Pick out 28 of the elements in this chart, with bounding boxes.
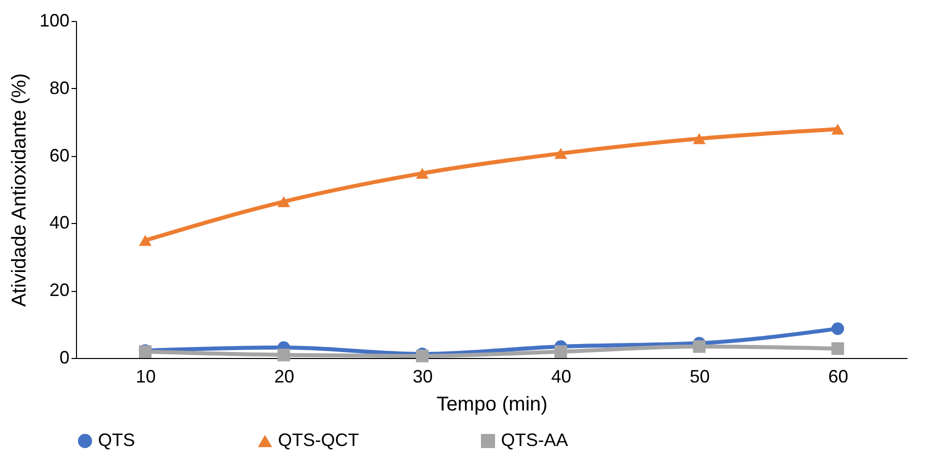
x-tick-label: 10 bbox=[136, 366, 156, 386]
x-tick-label: 40 bbox=[551, 366, 572, 386]
x-axis-title: Tempo (min) bbox=[436, 394, 548, 416]
point bbox=[277, 196, 290, 208]
y-axis-title: Atividade Antioxidante (%) bbox=[8, 73, 30, 307]
y-tick-label: 20 bbox=[49, 280, 70, 300]
legend-label: QTS-AA bbox=[501, 430, 568, 450]
legend-label: QTS-QCT bbox=[278, 430, 359, 450]
point bbox=[831, 322, 844, 335]
x-tick-label: 50 bbox=[690, 366, 710, 386]
point bbox=[692, 340, 706, 353]
legend-label: QTS bbox=[98, 430, 136, 450]
point bbox=[692, 133, 706, 144]
y-tick-label: 100 bbox=[39, 10, 70, 30]
x-tick-label: 20 bbox=[274, 366, 294, 386]
point bbox=[416, 168, 429, 179]
y-tick-label: 40 bbox=[49, 212, 70, 233]
x-tick-label: 30 bbox=[412, 366, 433, 386]
x-tick-label: 60 bbox=[828, 366, 848, 386]
point bbox=[554, 345, 568, 358]
y-tick-label: 60 bbox=[49, 145, 70, 166]
y-tick-label: 80 bbox=[49, 78, 70, 98]
point bbox=[831, 342, 844, 355]
point bbox=[277, 348, 290, 362]
point bbox=[138, 234, 152, 246]
point bbox=[831, 124, 844, 135]
point bbox=[554, 148, 568, 159]
y-tick-label: 0 bbox=[59, 348, 70, 368]
